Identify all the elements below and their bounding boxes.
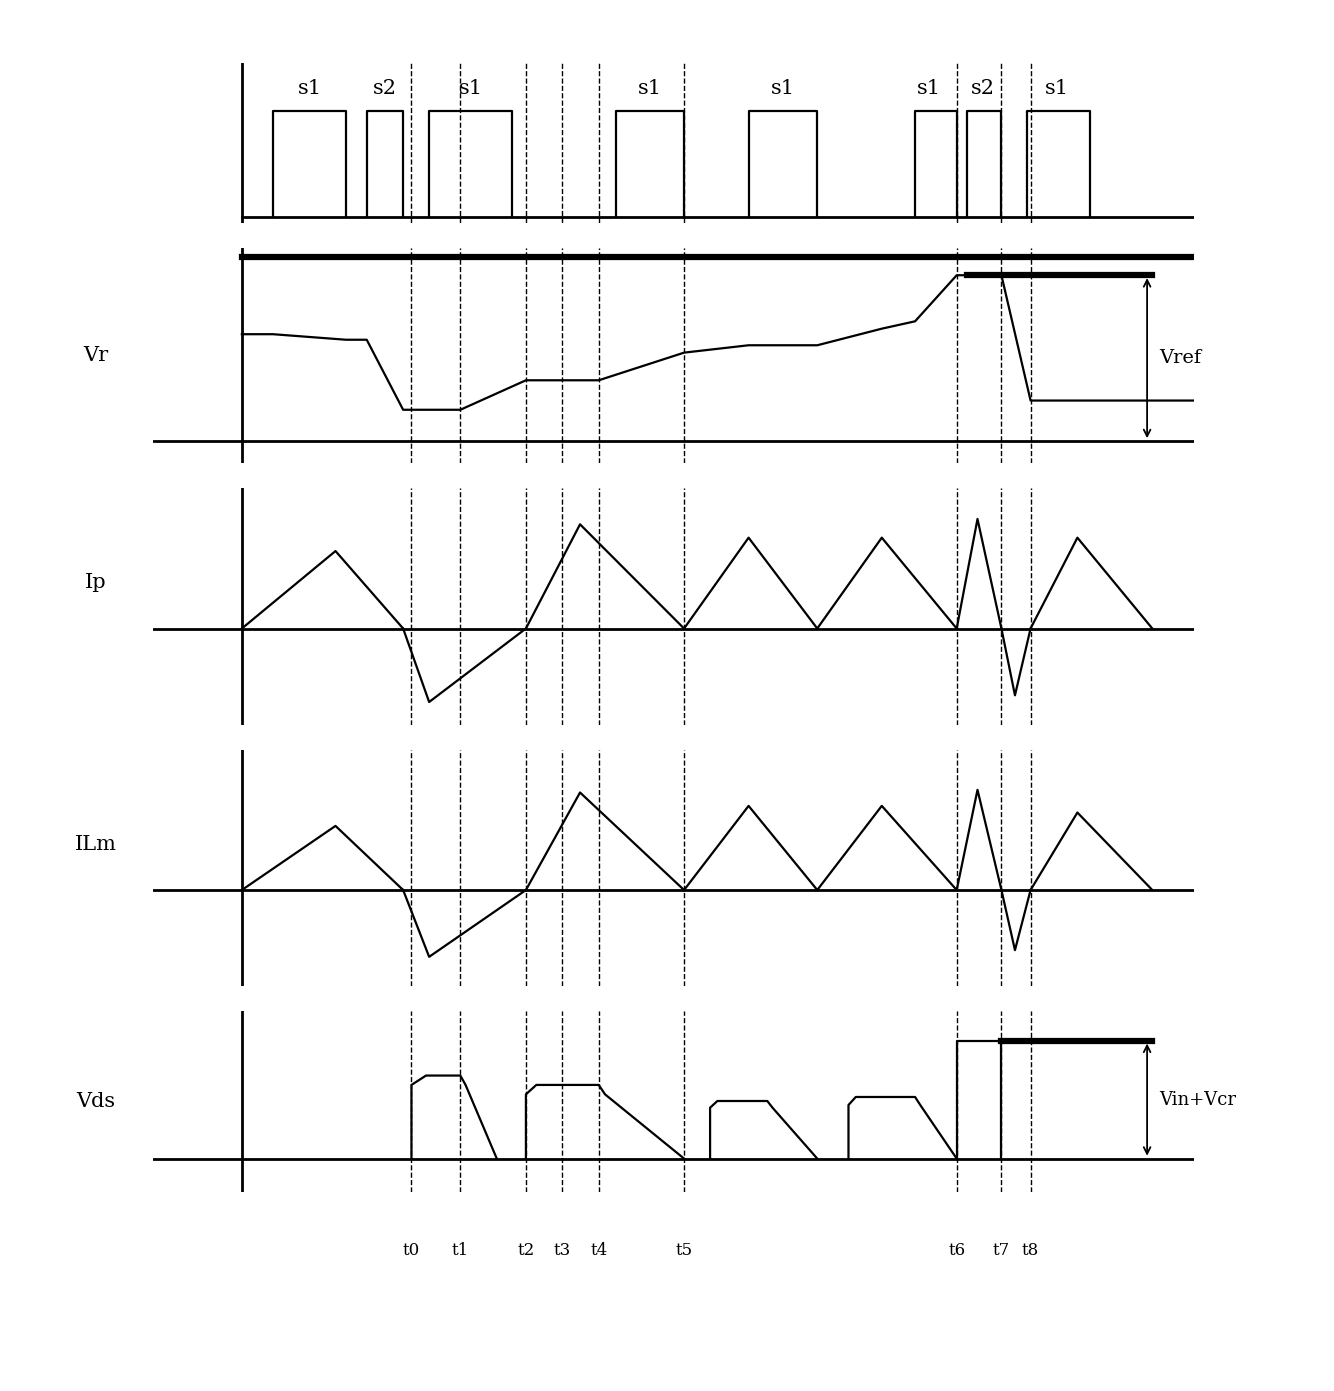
Text: s1: s1: [916, 79, 940, 97]
Text: Vref: Vref: [1159, 349, 1202, 367]
Text: t8: t8: [1022, 1242, 1039, 1259]
Text: s1: s1: [297, 79, 321, 97]
Text: ILm: ILm: [75, 835, 117, 854]
Text: t1: t1: [452, 1242, 470, 1259]
Text: s1: s1: [1045, 79, 1069, 97]
Text: Ip: Ip: [85, 573, 107, 593]
Text: t6: t6: [948, 1242, 966, 1259]
Text: Vr: Vr: [84, 346, 109, 364]
Text: t5: t5: [675, 1242, 692, 1259]
Text: t7: t7: [992, 1242, 1010, 1259]
Text: s1: s1: [638, 79, 662, 97]
Text: s1: s1: [459, 79, 483, 97]
Text: t0: t0: [403, 1242, 420, 1259]
Text: t2: t2: [518, 1242, 535, 1259]
Text: Vds: Vds: [76, 1092, 116, 1111]
Text: s1: s1: [771, 79, 795, 97]
Text: t3: t3: [554, 1242, 571, 1259]
Text: s2: s2: [971, 79, 995, 97]
Text: Vin+Vcr: Vin+Vcr: [1159, 1091, 1237, 1109]
Text: t4: t4: [590, 1242, 607, 1259]
Text: s2: s2: [372, 79, 396, 97]
